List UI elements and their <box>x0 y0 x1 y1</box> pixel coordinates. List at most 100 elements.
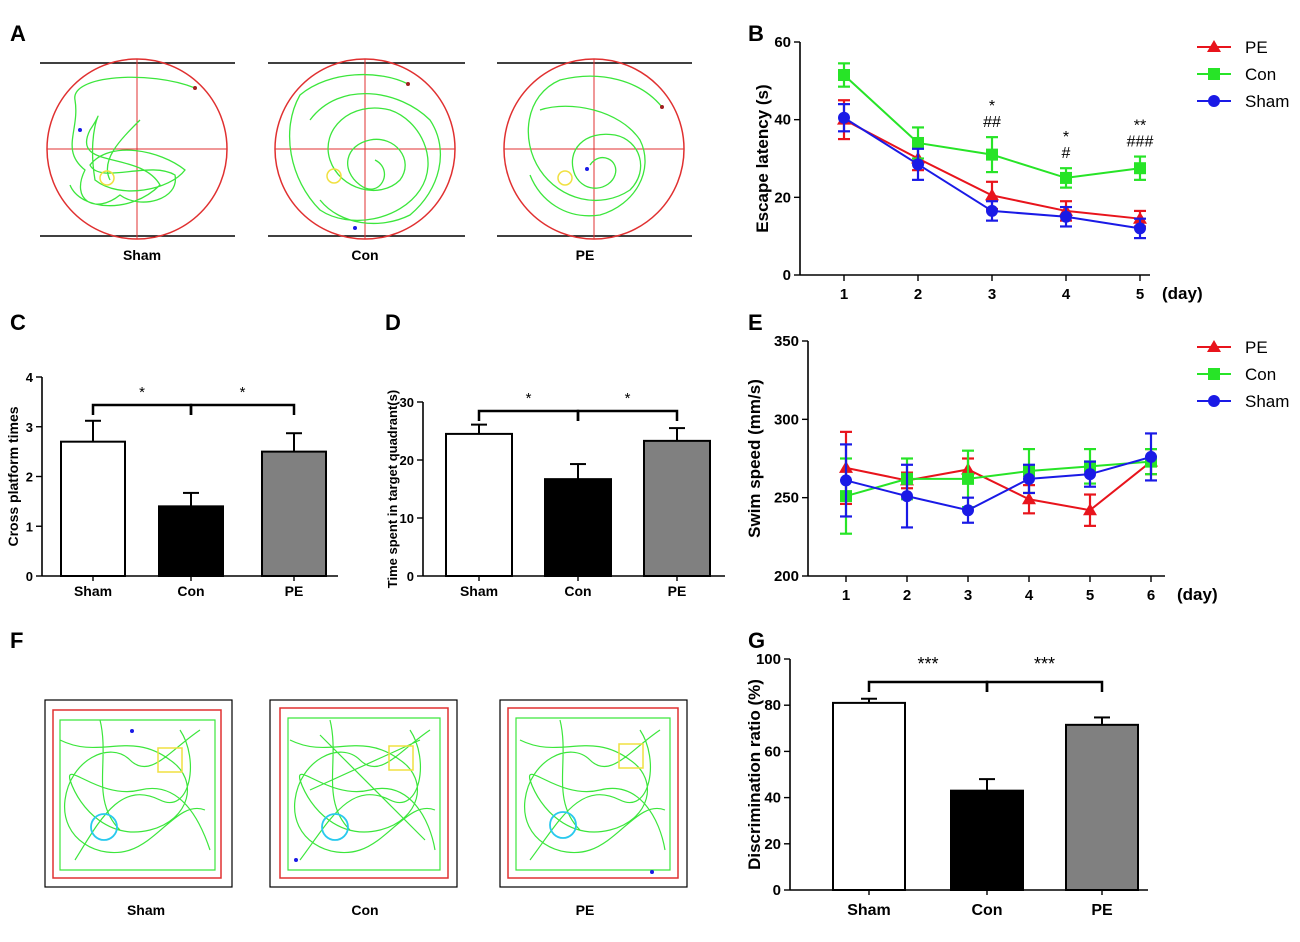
x-axis-unit-label: (day) <box>1162 284 1203 303</box>
x-tick-label: 1 <box>842 587 850 604</box>
significance-bracket <box>576 409 679 421</box>
maze-sham: Sham <box>40 58 235 263</box>
open-field-pe: PE <box>499 699 688 918</box>
maze-label-con: Con <box>351 247 378 263</box>
x-tick-label: 4 <box>1062 286 1071 303</box>
panel-letter-b: B <box>748 21 764 46</box>
y-tick-label: 100 <box>756 651 781 668</box>
data-point <box>901 490 913 503</box>
novel-object <box>321 813 349 841</box>
legend-label-con: Con <box>1245 365 1276 384</box>
significance-label: * <box>139 384 145 401</box>
y-axis-label: Discrimination ratio (%) <box>745 679 764 870</box>
panel-a-maze-trajectories: Sham Con PE <box>40 58 692 263</box>
x-tick-label: Sham <box>74 583 112 599</box>
walk-track <box>515 717 671 871</box>
x-tick-label: 2 <box>914 286 922 303</box>
y-tick-label: 2 <box>26 470 33 485</box>
chart-e-swim-speed: 200 250 300 350 Swim speed (mm/s) 1 2 3 4 5 6 (day)… <box>745 333 1289 604</box>
data-point <box>1208 368 1220 380</box>
data-point <box>838 69 850 82</box>
y-tick-label: 300 <box>774 411 799 428</box>
panel-f-open-field-trajectories: Sham Con PE <box>44 699 688 918</box>
legend-label-sham: Sham <box>1245 92 1289 111</box>
novel-object <box>90 813 118 841</box>
x-tick-label: Con <box>564 583 591 599</box>
data-point <box>985 188 999 201</box>
data-point <box>1134 222 1146 235</box>
x-tick-label: 3 <box>988 286 996 303</box>
data-point <box>1207 40 1221 52</box>
significance-mark: * <box>1063 129 1069 146</box>
data-point <box>912 158 924 171</box>
y-tick-label: 200 <box>774 568 799 585</box>
panel-letter-a: A <box>10 21 26 46</box>
novel-object <box>549 811 577 839</box>
maze-label-pe: PE <box>576 247 595 263</box>
data-point <box>986 204 998 217</box>
data-point <box>838 111 850 124</box>
x-tick-label: 2 <box>903 587 911 604</box>
x-tick-label: Sham <box>847 902 891 919</box>
x-tick-label: Con <box>971 902 1002 919</box>
swim-track <box>527 75 663 217</box>
bar-pe <box>1065 723 1139 892</box>
panel-letter-d: D <box>385 310 401 335</box>
data-point <box>1208 395 1220 407</box>
chart-c-cross-platform: 0 1 2 3 4 Cross platform times Sham Con PE * * <box>5 370 338 599</box>
panel-letter-g: G <box>748 628 765 653</box>
bar-pe <box>261 450 327 577</box>
y-tick-label: 0 <box>26 569 33 584</box>
familiar-object <box>388 745 414 771</box>
data-point <box>1134 162 1146 175</box>
x-tick-label: 5 <box>1136 286 1144 303</box>
data-point <box>1208 68 1220 80</box>
y-axis-label: Escape latency (s) <box>753 84 772 232</box>
x-tick-label: 5 <box>1086 587 1094 604</box>
bar-sham <box>832 701 906 892</box>
data-point <box>1207 340 1221 352</box>
x-tick-label: 4 <box>1025 587 1034 604</box>
legend-label-con: Con <box>1245 65 1276 84</box>
x-tick-label: 6 <box>1147 587 1155 604</box>
swim-track <box>288 73 442 225</box>
y-axis-label: Time spent in target quadrant(s) <box>385 390 400 588</box>
significance-mark: ** <box>1134 118 1146 135</box>
significance-label: *** <box>1034 654 1055 674</box>
y-axis-label: Swim speed (mm/s) <box>745 379 764 538</box>
data-point <box>840 474 852 487</box>
panel-letter-f: F <box>10 628 23 653</box>
bar-pe <box>643 439 711 577</box>
y-tick-label: 20 <box>400 453 414 468</box>
significance-mark: * <box>989 98 995 115</box>
y-tick-label: 1 <box>26 519 33 534</box>
y-tick-label: 0 <box>773 882 781 899</box>
y-tick-label: 10 <box>400 511 414 526</box>
y-tick-label: 30 <box>400 395 414 410</box>
x-tick-label: 1 <box>840 286 848 303</box>
open-field-label-pe: PE <box>576 902 595 918</box>
significance-bracket <box>867 680 989 692</box>
walk-track <box>287 717 441 871</box>
data-point <box>1060 210 1072 223</box>
platform-marker <box>557 170 573 186</box>
familiar-object <box>157 747 183 773</box>
y-tick-label: 350 <box>774 333 799 350</box>
data-point <box>1060 171 1072 184</box>
y-tick-label: 0 <box>407 569 414 584</box>
series-line-con <box>845 460 1152 498</box>
x-tick-label: PE <box>285 583 304 599</box>
significance-mark: # <box>1062 145 1071 162</box>
maze-label-sham: Sham <box>123 247 161 263</box>
platform-marker <box>99 170 115 186</box>
y-tick-label: 4 <box>26 370 34 385</box>
panel-letter-c: C <box>10 310 26 335</box>
significance-label: * <box>625 390 631 407</box>
legend-label-pe: PE <box>1245 338 1268 357</box>
y-tick-label: 20 <box>764 836 781 853</box>
data-point <box>1083 503 1097 516</box>
significance-mark: ### <box>1127 134 1154 151</box>
y-tick-label: 80 <box>764 697 781 714</box>
x-tick-label: PE <box>1091 902 1113 919</box>
